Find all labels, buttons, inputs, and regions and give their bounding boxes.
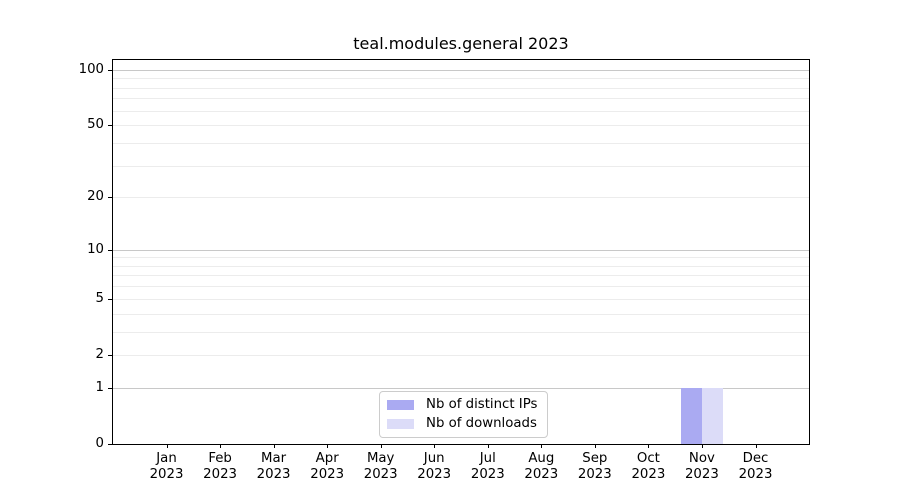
- y-tick-label: 100: [78, 61, 104, 77]
- y-tick-mark: [108, 69, 112, 71]
- x-tick-mark: [327, 444, 329, 448]
- y-tick-label: 10: [87, 241, 104, 257]
- minor-gridline: [113, 275, 809, 277]
- x-tick-label: Apr 2023: [310, 451, 345, 482]
- y-tick-mark: [108, 125, 112, 127]
- legend-label: Nb of downloads: [426, 416, 537, 431]
- y-tick-label: 2: [95, 346, 104, 362]
- y-tick-mark: [108, 387, 112, 389]
- legend: Nb of distinct IPs Nb of downloads: [379, 391, 549, 438]
- minor-gridline: [113, 354, 809, 356]
- x-tick-label: Jan 2023: [149, 451, 184, 482]
- y-tick-mark: [108, 249, 112, 251]
- y-tick-label: 1: [95, 379, 104, 395]
- legend-swatch-0: [387, 400, 414, 410]
- minor-gridline: [113, 87, 809, 89]
- minor-gridline: [113, 142, 809, 144]
- x-tick-mark: [166, 444, 168, 448]
- minor-gridline: [113, 165, 809, 167]
- y-tick-mark: [108, 197, 112, 199]
- x-tick-mark: [487, 444, 489, 448]
- minor-gridline: [113, 125, 809, 127]
- legend-item: Nb of distinct IPs: [387, 397, 537, 413]
- minor-gridline: [113, 78, 809, 80]
- x-tick-mark: [541, 444, 543, 448]
- minor-gridline: [113, 313, 809, 315]
- y-tick-label: 20: [87, 189, 104, 205]
- bar-nb-of-downloads: [701, 387, 724, 444]
- x-tick-label: Feb 2023: [203, 451, 238, 482]
- x-tick-mark: [273, 444, 275, 448]
- y-tick-label: 5: [95, 290, 104, 306]
- x-tick-mark: [220, 444, 222, 448]
- x-tick-label: Aug 2023: [524, 451, 559, 482]
- minor-gridline: [113, 331, 809, 333]
- legend-label: Nb of distinct IPs: [426, 397, 538, 412]
- chart-title: teal.modules.general 2023: [353, 34, 569, 53]
- bar-nb-of-distinct-ips: [680, 387, 702, 444]
- legend-item: Nb of downloads: [387, 416, 537, 432]
- x-tick-label: Oct 2023: [631, 451, 666, 482]
- major-gridline: [113, 249, 809, 251]
- minor-gridline: [113, 298, 809, 300]
- minor-gridline: [113, 110, 809, 112]
- x-tick-label: Jul 2023: [470, 451, 505, 482]
- y-tick-label: 0: [95, 436, 104, 451]
- x-tick-label: Sep 2023: [577, 451, 612, 482]
- major-gridline: [113, 69, 809, 71]
- minor-gridline: [113, 257, 809, 259]
- x-tick-mark: [380, 444, 382, 448]
- y-tick-mark: [108, 354, 112, 356]
- legend-swatch-1: [387, 419, 414, 429]
- x-tick-mark: [648, 444, 650, 448]
- minor-gridline: [113, 265, 809, 267]
- minor-gridline: [113, 98, 809, 100]
- x-tick-mark: [755, 444, 757, 448]
- x-tick-label: Dec 2023: [738, 451, 773, 482]
- y-tick-mark: [108, 298, 112, 300]
- x-tick-label: Nov 2023: [684, 451, 719, 482]
- major-gridline: [113, 387, 809, 389]
- minor-gridline: [113, 286, 809, 288]
- y-tick-label: 50: [87, 117, 104, 133]
- x-tick-mark: [434, 444, 436, 448]
- x-tick-label: Mar 2023: [256, 451, 291, 482]
- y-tick-mark: [108, 444, 112, 445]
- x-tick-mark: [594, 444, 596, 448]
- x-tick-mark: [701, 444, 703, 448]
- x-tick-label: Jun 2023: [417, 451, 452, 482]
- minor-gridline: [113, 197, 809, 199]
- x-tick-label: May 2023: [363, 451, 398, 482]
- plot-area: [112, 59, 810, 445]
